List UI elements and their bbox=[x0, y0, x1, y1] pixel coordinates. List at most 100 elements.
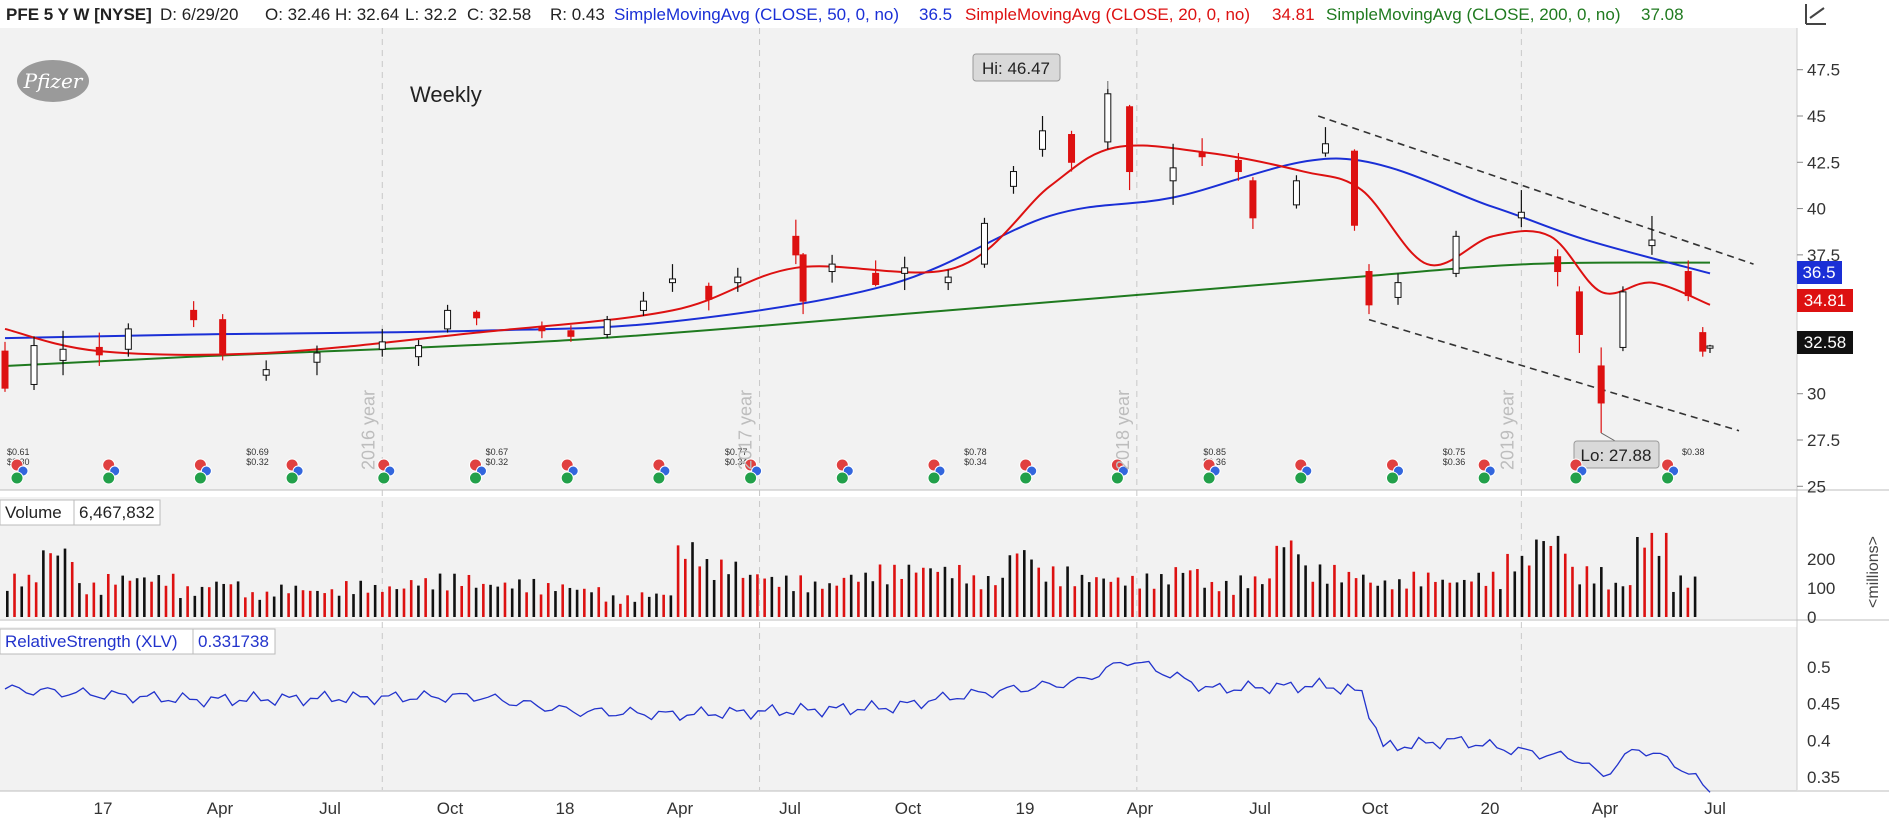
time-axis-label: 18 bbox=[556, 799, 575, 818]
candle bbox=[1575, 286, 1583, 353]
candle bbox=[734, 267, 742, 292]
volume-bar bbox=[388, 586, 391, 617]
volume-bar bbox=[914, 572, 918, 617]
year-label: 2019 year bbox=[1497, 390, 1517, 470]
candle-body bbox=[95, 346, 103, 356]
volume-bar bbox=[1001, 577, 1004, 617]
price-tag-sma20: 34.81 bbox=[1797, 289, 1853, 312]
volume-bar bbox=[763, 578, 766, 617]
volume-bar bbox=[445, 590, 449, 617]
candle-body bbox=[1350, 150, 1358, 226]
candle-body bbox=[1039, 130, 1047, 150]
volume-bar bbox=[972, 575, 976, 617]
volume-bar bbox=[1297, 554, 1300, 617]
volume-bar bbox=[395, 589, 399, 617]
volume-bar bbox=[1145, 573, 1149, 617]
volume-bar bbox=[70, 561, 74, 617]
volume-bar bbox=[922, 567, 925, 617]
volume-bar bbox=[1664, 532, 1668, 617]
candle-body bbox=[944, 276, 952, 284]
range-label: R: 0.43 bbox=[550, 5, 605, 24]
volume-bar bbox=[1369, 582, 1372, 617]
volume-bar bbox=[1455, 582, 1459, 617]
volume-bar bbox=[1441, 579, 1444, 617]
volume-bar bbox=[568, 587, 572, 617]
sma20-legend: SimpleMovingAvg (CLOSE, 20, 0, no) bbox=[965, 5, 1250, 24]
candle bbox=[567, 325, 575, 342]
volume-bar bbox=[1636, 536, 1639, 617]
volume-bar bbox=[784, 575, 788, 617]
volume-bar bbox=[518, 579, 521, 617]
volume-bar bbox=[698, 566, 702, 617]
volume-bar bbox=[1253, 576, 1257, 617]
candle-body bbox=[705, 285, 713, 300]
candle bbox=[1292, 175, 1300, 209]
volume-bar bbox=[878, 564, 882, 617]
candle-body bbox=[59, 348, 67, 361]
dividend-amount: $0.77 bbox=[725, 447, 748, 457]
dividend-icon bbox=[835, 471, 849, 485]
candle bbox=[190, 301, 198, 328]
event-icons bbox=[377, 458, 396, 485]
price-plot-area bbox=[0, 28, 1797, 490]
volume-bar bbox=[316, 590, 319, 617]
candle-body bbox=[1452, 235, 1460, 274]
trendline bbox=[1368, 318, 1740, 432]
volume-tick-label: 200 bbox=[1807, 550, 1835, 569]
volume-plot-area bbox=[0, 497, 1797, 619]
year-labels: 2016 year 2017 year 2018 year 2019 year bbox=[358, 390, 1517, 470]
volume-bar bbox=[171, 573, 175, 617]
volume-bar bbox=[1347, 571, 1351, 617]
chart-settings-icon[interactable] bbox=[1805, 4, 1826, 25]
candle-body bbox=[1394, 282, 1402, 298]
candle bbox=[1126, 104, 1134, 191]
volume-bar bbox=[1246, 588, 1250, 617]
low-annotation-text: Lo: 27.88 bbox=[1581, 446, 1652, 465]
event-icons bbox=[10, 458, 29, 485]
volume-bar bbox=[1095, 577, 1098, 617]
dividend-icon bbox=[1569, 471, 1583, 485]
rs-tick-label: 0.35 bbox=[1807, 768, 1840, 787]
volume-bar bbox=[734, 561, 738, 617]
rs-value: 0.331738 bbox=[198, 632, 269, 651]
dividend-amount: $0.69 bbox=[246, 447, 269, 457]
volume-bar bbox=[323, 593, 326, 617]
candle-body bbox=[1068, 134, 1076, 163]
candle-body bbox=[313, 352, 321, 363]
volume-bar bbox=[857, 581, 860, 617]
volume-bar bbox=[381, 591, 384, 617]
volume-bar bbox=[164, 585, 168, 617]
dividend-icon bbox=[469, 471, 482, 485]
volume-bar bbox=[207, 587, 211, 617]
year-separators bbox=[381, 28, 1522, 790]
year-label: 2016 year bbox=[358, 390, 378, 470]
volume-bar bbox=[193, 595, 197, 617]
candle-body bbox=[1684, 271, 1692, 297]
volume-bar bbox=[1398, 579, 1401, 617]
candle-body bbox=[1706, 345, 1714, 349]
date-label: D: 6/29/20 bbox=[160, 5, 238, 24]
volume-bar bbox=[525, 592, 528, 617]
candle-body bbox=[30, 345, 38, 385]
volume-bar bbox=[1693, 576, 1697, 617]
candle-body bbox=[1619, 291, 1627, 348]
volume-bar bbox=[1318, 564, 1322, 617]
dividend-icon bbox=[652, 471, 666, 485]
candle bbox=[901, 256, 909, 291]
volume-bar bbox=[301, 590, 305, 617]
volume-bar bbox=[42, 550, 45, 617]
volume-bar bbox=[49, 553, 52, 617]
volume-bar bbox=[1188, 570, 1192, 617]
volume-bar bbox=[900, 578, 903, 617]
candle bbox=[705, 282, 713, 311]
candle-body bbox=[639, 300, 647, 311]
volume-bar bbox=[1152, 588, 1156, 617]
volume-bar bbox=[1542, 541, 1545, 617]
header-bar: PFE 5 Y W [NYSE] D: 6/29/20 O: 32.46 H: … bbox=[6, 5, 1684, 24]
volume-bar bbox=[280, 584, 283, 617]
rs-tick-label: 0.4 bbox=[1807, 731, 1831, 750]
volume-bar bbox=[337, 595, 341, 617]
volume-bar bbox=[215, 581, 218, 617]
candle-body bbox=[1648, 239, 1656, 247]
